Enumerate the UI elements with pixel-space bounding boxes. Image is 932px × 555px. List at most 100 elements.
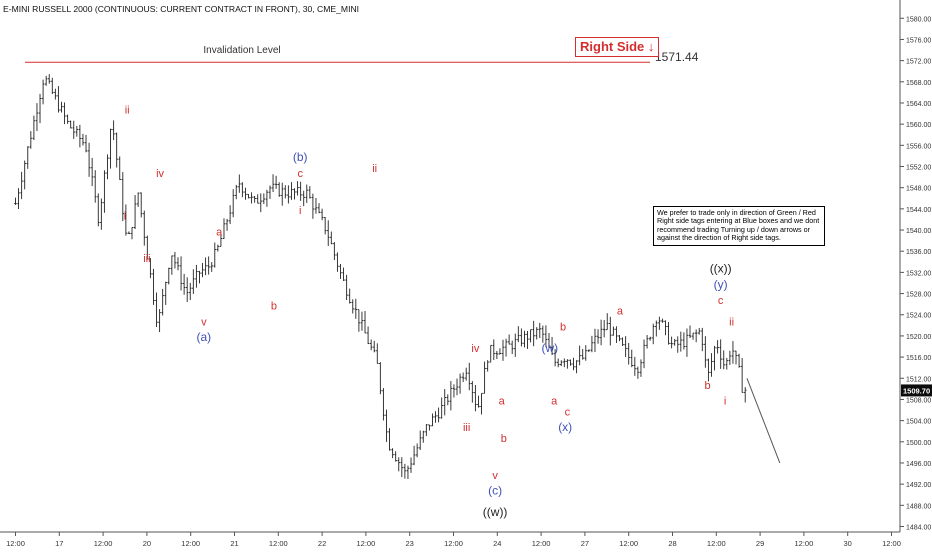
wave-label: a bbox=[551, 396, 558, 408]
price-bar bbox=[146, 235, 149, 260]
price-bar bbox=[26, 146, 30, 169]
price-bar bbox=[734, 350, 738, 365]
wave-label: v bbox=[201, 316, 207, 328]
price-bar bbox=[388, 428, 391, 451]
price-bar bbox=[563, 358, 566, 368]
x-tick-label: 12:00 bbox=[707, 539, 726, 548]
price-bar bbox=[627, 342, 630, 365]
wave-label: ((x)) bbox=[710, 261, 732, 275]
price-bar bbox=[176, 257, 180, 271]
price-bar bbox=[14, 197, 17, 205]
x-tick-label: 12:00 bbox=[532, 539, 551, 548]
price-bar bbox=[458, 373, 462, 394]
price-bar bbox=[535, 327, 539, 340]
wave-label: (a) bbox=[197, 330, 212, 344]
wave-label: v bbox=[492, 470, 498, 482]
price-bar bbox=[480, 392, 483, 415]
price-bar bbox=[296, 181, 299, 196]
price-bar bbox=[96, 193, 100, 227]
price-bar bbox=[489, 344, 493, 363]
price-bar bbox=[375, 343, 379, 364]
price-bar bbox=[446, 394, 450, 406]
price-bar bbox=[633, 356, 637, 376]
y-tick-label: 1520.00 bbox=[906, 334, 931, 341]
price-bar bbox=[109, 128, 112, 169]
price-bar bbox=[630, 349, 634, 368]
wave-label: b bbox=[271, 300, 277, 312]
price-bar bbox=[336, 252, 339, 272]
price-bar bbox=[38, 93, 42, 124]
price-bar bbox=[581, 348, 585, 360]
price-bar bbox=[578, 345, 581, 366]
price-bar bbox=[293, 188, 296, 200]
x-tick-label: 24 bbox=[493, 539, 501, 548]
price-bar bbox=[351, 299, 355, 314]
price-bar bbox=[710, 353, 713, 377]
y-tick-label: 1516.00 bbox=[906, 355, 931, 362]
price-bar bbox=[290, 182, 293, 200]
price-bar bbox=[231, 189, 235, 218]
y-tick-label: 1532.00 bbox=[906, 270, 931, 277]
wave-label: iii bbox=[463, 422, 470, 434]
price-bar bbox=[492, 339, 496, 361]
price-bar bbox=[394, 451, 397, 462]
price-bar bbox=[302, 190, 306, 207]
price-bar bbox=[41, 79, 45, 105]
price-bar bbox=[449, 381, 453, 411]
price-bar bbox=[716, 340, 719, 354]
price-bar bbox=[517, 326, 520, 343]
price-bar bbox=[431, 413, 434, 427]
x-tick-label: 30 bbox=[844, 539, 852, 548]
price-bar bbox=[599, 319, 603, 346]
price-bar bbox=[342, 267, 345, 282]
price-bar bbox=[434, 411, 437, 423]
last-price-tag bbox=[901, 384, 932, 397]
price-bar bbox=[210, 262, 214, 272]
price-bar bbox=[639, 359, 643, 377]
price-bar bbox=[406, 465, 410, 480]
price-bar bbox=[538, 322, 542, 338]
wave-label: iii bbox=[143, 253, 150, 265]
price-bar bbox=[29, 131, 33, 149]
price-bar bbox=[57, 86, 60, 113]
y-tick-label: 1536.00 bbox=[906, 249, 931, 256]
price-bar bbox=[323, 217, 327, 235]
wave-label: ii bbox=[125, 105, 130, 117]
price-bar bbox=[532, 320, 535, 347]
price-bar bbox=[740, 358, 744, 393]
price-bar bbox=[354, 298, 358, 319]
price-bar bbox=[133, 195, 137, 230]
price-bar bbox=[225, 218, 229, 231]
price-bar bbox=[642, 339, 646, 369]
price-bar bbox=[250, 192, 253, 204]
price-bar bbox=[596, 329, 600, 344]
price-bar bbox=[707, 358, 710, 382]
price-bar bbox=[103, 170, 106, 213]
price-bar bbox=[198, 270, 201, 284]
y-tick-label: 1484.00 bbox=[906, 525, 931, 532]
price-bar bbox=[559, 360, 563, 367]
price-bar bbox=[587, 349, 591, 353]
price-bar bbox=[704, 336, 707, 368]
y-tick-label: 1580.00 bbox=[906, 16, 931, 23]
y-tick-label: 1556.00 bbox=[906, 143, 931, 150]
price-bar bbox=[366, 326, 370, 345]
price-bar bbox=[507, 334, 511, 345]
price-bar bbox=[192, 269, 195, 294]
price-bar bbox=[418, 430, 422, 451]
price-bar bbox=[299, 181, 302, 201]
price-bar bbox=[115, 132, 118, 168]
wave-labels-group: iiiiiiivv(a)abc(b)iiiiiiivabv(c)((w))(w)… bbox=[124, 105, 734, 519]
price-bar bbox=[90, 157, 94, 187]
price-bar bbox=[164, 281, 168, 305]
y-tick-label: 1496.00 bbox=[906, 461, 931, 468]
price-bar bbox=[654, 320, 658, 337]
x-tick-label: 12:00 bbox=[795, 539, 814, 548]
price-bar bbox=[397, 457, 401, 472]
price-bar bbox=[379, 362, 382, 395]
wave-label: a bbox=[617, 306, 624, 318]
price-bar bbox=[284, 185, 287, 199]
x-tick-label: 27 bbox=[581, 539, 589, 548]
